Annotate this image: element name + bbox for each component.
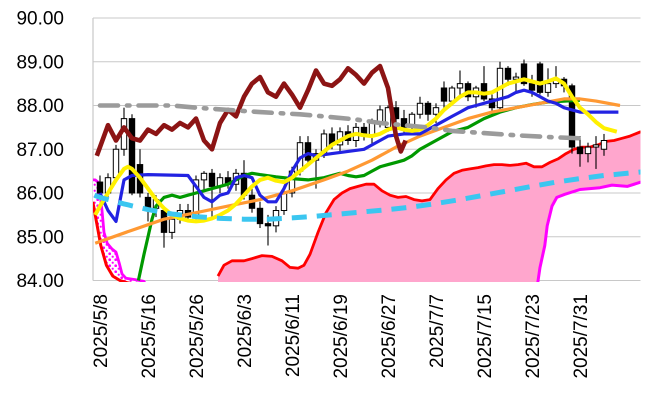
- bullish-candle-body: [592, 144, 600, 148]
- bullish-candle-body: [416, 102, 424, 115]
- x-axis-label: 2025/7/31: [571, 294, 592, 379]
- y-axis-label: 86.00: [16, 184, 64, 205]
- y-axis-label: 85.00: [16, 227, 64, 248]
- x-axis-label: 2025/5/8: [91, 294, 112, 368]
- green-ma: [136, 98, 581, 281]
- y-axis-label: 89.00: [16, 52, 64, 73]
- bearish-candle-body: [256, 207, 264, 225]
- gray-dash-dot-line: [97, 103, 583, 141]
- bearish-candle-body: [424, 102, 432, 115]
- x-axis-labels: 2025/5/8 2025/5/16 2025/5/26 2025/6/3 2025/6…: [91, 294, 592, 379]
- bullish-candle-body: [280, 192, 288, 211]
- plot-area: [93, 59, 641, 282]
- bullish-candle-body: [200, 172, 208, 181]
- y-axis-label: 84.00: [16, 271, 64, 292]
- x-axis-label: 2025/6/27: [379, 294, 400, 379]
- bearish-candle-body: [568, 85, 576, 148]
- x-axis-label: 2025/7/15: [475, 294, 496, 379]
- bullish-candle-body: [600, 140, 608, 150]
- bearish-candle-body: [504, 67, 512, 80]
- bullish-candle-body: [112, 148, 120, 179]
- bearish-candle-body: [480, 83, 488, 100]
- y-axis-label: 90.00: [16, 9, 64, 30]
- x-axis-label: 2025/6/19: [331, 294, 352, 379]
- cyan-dashed-line: [93, 169, 641, 222]
- bullish-candle-body: [544, 83, 552, 93]
- bullish-candle-body: [456, 83, 464, 89]
- dark-red-line: [94, 63, 408, 157]
- y-axis-label: 87.00: [16, 140, 64, 161]
- bearish-candle-body: [400, 118, 408, 128]
- bearish-dotted-cloud-bottom-edge: [93, 201, 131, 282]
- bearish-candle-body: [128, 118, 136, 194]
- pink-cloud-top-edge: [216, 130, 641, 277]
- x-axis-label: 2025/7/7: [427, 294, 448, 368]
- pink-cloud-bottom-edge: [536, 180, 641, 282]
- x-axis-label: 2025/7/23: [523, 294, 544, 379]
- bearish-candle-body: [440, 87, 448, 102]
- bearish-candle-body: [208, 172, 216, 187]
- bullish-candle-body: [512, 76, 520, 80]
- x-axis-label: 2025/6/11: [283, 294, 304, 377]
- bearish-dotted-cloud: [93, 179, 145, 282]
- bearish-candle-body: [464, 83, 472, 98]
- bearish-candle-body: [304, 142, 312, 161]
- bearish-candle-body: [528, 83, 536, 91]
- x-axis-label: 2025/6/3: [235, 294, 256, 368]
- bearish-candle-body: [536, 63, 544, 93]
- bullish-candle-body: [168, 218, 176, 233]
- bullish-candle-body: [584, 146, 592, 155]
- bearish-candle-body: [576, 146, 584, 155]
- bearish-candle-body: [264, 223, 272, 227]
- blue-ma: [98, 88, 619, 223]
- x-axis-label: 2025/5/26: [187, 294, 208, 379]
- x-axis-label: 2025/5/16: [139, 294, 160, 379]
- bearish-candle-body: [520, 63, 528, 85]
- y-axis-label: 88.00: [16, 96, 64, 117]
- bullish-candle-body: [432, 107, 440, 115]
- bearish-candle-body: [96, 181, 104, 194]
- orange-ma: [94, 97, 621, 245]
